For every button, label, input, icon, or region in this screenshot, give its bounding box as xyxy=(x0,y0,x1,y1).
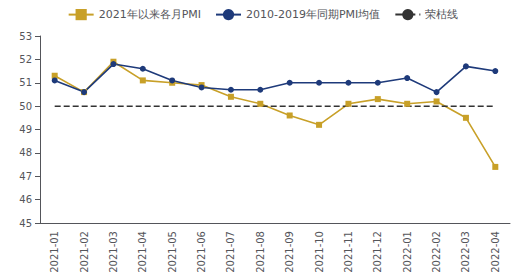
svg-text:51: 51 xyxy=(19,77,32,88)
svg-text:48: 48 xyxy=(19,147,32,158)
svg-text:2021-02: 2021-02 xyxy=(79,231,90,273)
svg-text:2021-08: 2021-08 xyxy=(255,231,266,273)
svg-text:2021-10: 2021-10 xyxy=(314,231,325,273)
svg-text:52: 52 xyxy=(19,54,32,65)
svg-text:2022-01: 2022-01 xyxy=(402,231,413,273)
svg-text:2021-07: 2021-07 xyxy=(225,231,236,273)
svg-text:2021-05: 2021-05 xyxy=(167,231,178,273)
svg-text:47: 47 xyxy=(19,171,32,182)
svg-text:2021-04: 2021-04 xyxy=(137,231,148,273)
svg-text:46: 46 xyxy=(19,194,32,205)
svg-text:2021-03: 2021-03 xyxy=(108,231,119,273)
svg-text:2021-12: 2021-12 xyxy=(372,231,383,273)
svg-text:2021-06: 2021-06 xyxy=(196,231,207,273)
svg-text:2021-11: 2021-11 xyxy=(343,231,354,273)
svg-text:2021-01: 2021-01 xyxy=(49,231,60,273)
svg-text:2010-2019年同期PMI均值: 2010-2019年同期PMI均值 xyxy=(246,8,380,21)
svg-text:50: 50 xyxy=(19,101,32,112)
svg-text:2022-03: 2022-03 xyxy=(460,231,471,273)
svg-text:49: 49 xyxy=(19,124,32,135)
svg-text:2021年以来各月PMI: 2021年以来各月PMI xyxy=(99,8,201,21)
svg-text:45: 45 xyxy=(19,218,32,229)
svg-text:2022-04: 2022-04 xyxy=(490,231,501,273)
svg-text:2022-02: 2022-02 xyxy=(431,231,442,273)
svg-text:荣枯线: 荣枯线 xyxy=(425,8,458,21)
svg-text:2021-09: 2021-09 xyxy=(284,231,295,273)
svg-text:53: 53 xyxy=(19,31,32,42)
